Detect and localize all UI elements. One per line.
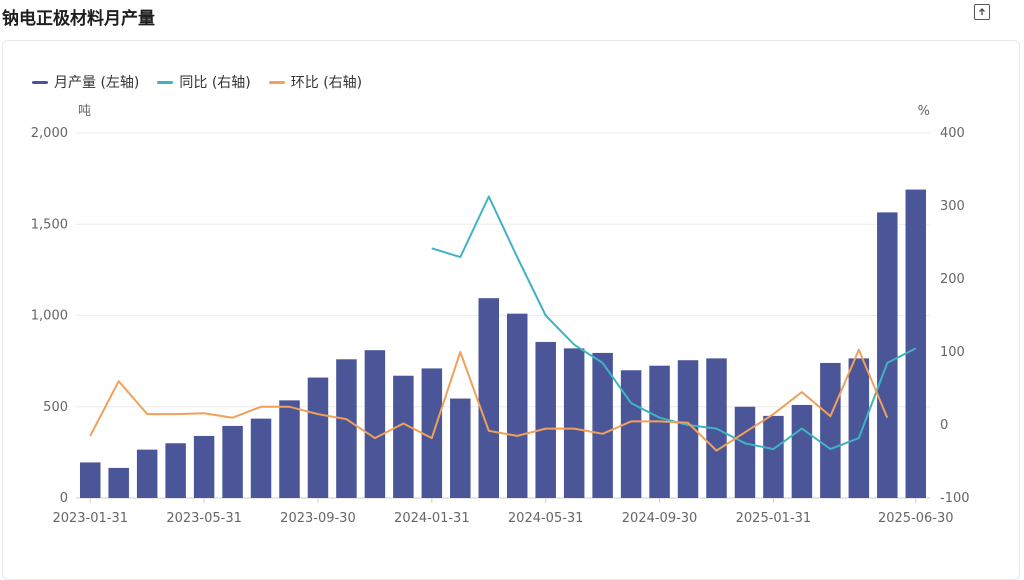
legend-swatch-yoy xyxy=(157,80,174,84)
bar-monthly-output xyxy=(905,189,927,498)
bar-monthly-output xyxy=(165,443,186,498)
right-axis-tick-label: 200 xyxy=(940,272,965,287)
export-button[interactable] xyxy=(974,4,990,20)
bar-monthly-output xyxy=(649,365,670,498)
line-yoy xyxy=(431,195,917,451)
x-axis-tick-label: 2023-05-31 xyxy=(166,511,242,526)
line-mom xyxy=(89,348,889,452)
legend-swatch-monthly-output xyxy=(32,80,48,84)
bar-monthly-output xyxy=(393,375,414,498)
bar-monthly-output xyxy=(877,212,898,498)
legend-label-monthly-output: 月产量 (左轴) xyxy=(54,75,140,91)
legend-item-mom[interactable]: 环比 (右轴) xyxy=(268,72,363,92)
bar-monthly-output xyxy=(222,425,243,498)
left-axis-tick-label: 1,000 xyxy=(31,309,68,324)
x-axis-tick-label: 2025-01-31 xyxy=(736,511,812,526)
bar-monthly-output xyxy=(250,418,272,498)
chart-svg: 0 500 1,000 1,500 2,000 -100 0 100 200 300 400 吨 % 20… xyxy=(31,104,970,526)
bar-monthly-output xyxy=(506,313,528,498)
chart-legend: 月产量 (左轴) 同比 (右轴) 环比 (右轴) xyxy=(32,72,362,92)
bar-monthly-output xyxy=(677,360,699,498)
legend-label-yoy: 同比 (右轴) xyxy=(179,75,251,91)
bar-monthly-output xyxy=(108,467,129,498)
bar-monthly-output xyxy=(421,368,443,498)
page-title: 钠电正极材料月产量 xyxy=(2,9,155,29)
bar-monthly-output xyxy=(364,350,386,498)
right-axis-tick-label: 300 xyxy=(940,199,965,214)
right-axis-tick-label: -100 xyxy=(940,491,970,506)
bar-monthly-output xyxy=(620,370,642,498)
bar-monthly-output xyxy=(450,398,471,498)
bar-monthly-output xyxy=(535,341,556,498)
export-icon xyxy=(979,8,985,15)
bar-monthly-output xyxy=(592,352,613,498)
legend-item-yoy[interactable]: 同比 (右轴) xyxy=(157,72,251,92)
bar-monthly-output xyxy=(79,462,101,498)
bar-monthly-output xyxy=(136,449,158,498)
right-axis-tick-label: 0 xyxy=(940,418,948,433)
x-axis-tick-label: 2024-01-31 xyxy=(394,511,470,526)
x-axis-tick-label: 2024-09-30 xyxy=(622,511,698,526)
left-axis-tick-label: 2,000 xyxy=(31,126,68,141)
bar-monthly-output xyxy=(734,406,756,498)
x-axis-tick-label: 2025-06-30 xyxy=(878,511,954,526)
left-axis-unit: 吨 xyxy=(78,104,91,119)
right-axis-unit: % xyxy=(918,104,930,119)
right-axis-tick-label: 100 xyxy=(940,345,965,360)
x-axis-tick-label: 2023-01-31 xyxy=(52,511,128,526)
left-axis-tick-label: 1,500 xyxy=(31,217,68,232)
right-axis-tick-label: 400 xyxy=(940,126,965,141)
bar-monthly-output xyxy=(820,362,841,498)
x-axis-tick-label: 2024-05-31 xyxy=(508,511,584,526)
left-axis-tick-label: 500 xyxy=(43,400,68,415)
x-axis-tick-label: 2023-09-30 xyxy=(280,511,356,526)
bar-monthly-output xyxy=(563,348,585,498)
legend-label-mom: 环比 (右轴) xyxy=(290,75,363,91)
bar-monthly-output xyxy=(193,435,215,498)
bar-monthly-output xyxy=(763,415,784,498)
bar-monthly-output xyxy=(279,400,300,498)
bar-monthly-output xyxy=(848,358,870,498)
bar-monthly-output xyxy=(478,298,500,498)
bar-monthly-output xyxy=(336,359,357,498)
legend-swatch-mom xyxy=(268,80,285,84)
bar-monthly-output xyxy=(791,404,813,498)
legend-item-monthly-output[interactable]: 月产量 (左轴) xyxy=(32,72,139,92)
bar-monthly-output xyxy=(307,377,329,498)
left-axis-tick-label: 0 xyxy=(60,491,68,506)
